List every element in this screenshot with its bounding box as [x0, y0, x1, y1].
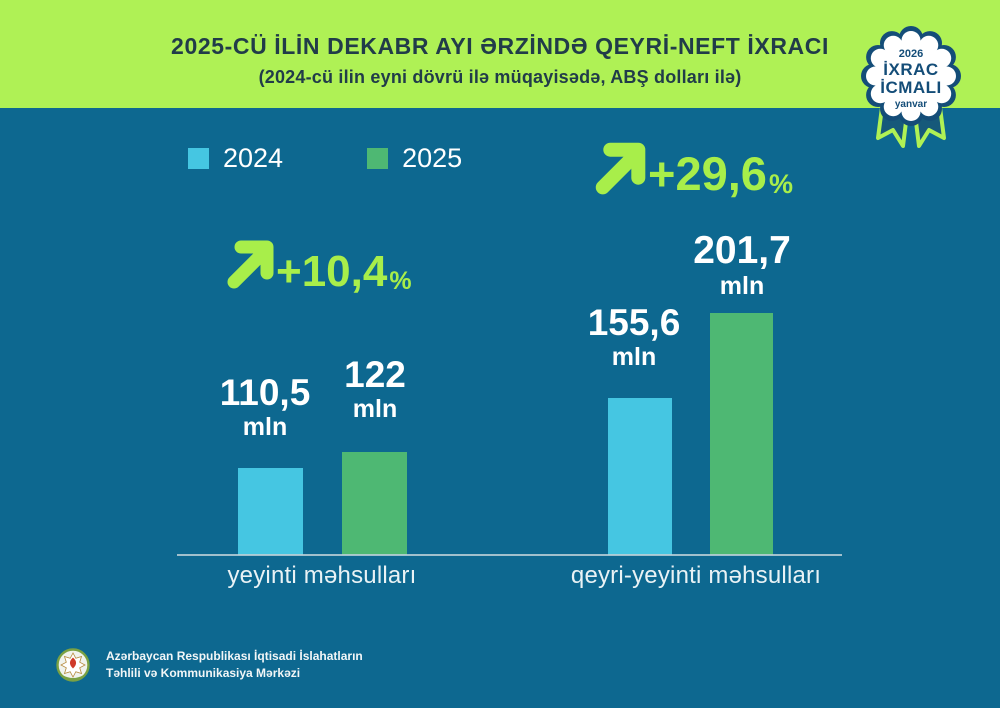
value-number: 201,7 — [693, 229, 791, 272]
growth-callout-nonfood: +29,6 % — [592, 140, 793, 200]
legend-item-2024: 2024 — [188, 143, 283, 174]
legend-label-2025: 2025 — [402, 143, 463, 173]
value-unit: mln — [352, 394, 398, 423]
bar-2025-food — [342, 452, 407, 555]
header-band: 2025-CÜ İLİN DEKABR AYI ƏRZİNDƏ QEYRİ-NE… — [0, 0, 1000, 108]
organization-line2: Təhlili və Kommunikasiya Mərkəzi — [106, 666, 301, 680]
value-number: 110,5 — [219, 372, 311, 413]
legend-swatch-2025 — [367, 148, 389, 169]
page-subtitle: (2024-cü ilin eyni dövrü ilə müqayisədə,… — [258, 67, 742, 87]
up-right-arrow-icon — [227, 240, 274, 289]
growth-value-nonfood: +29,6 — [648, 147, 767, 200]
footer: Azərbaycan Respublikası İqtisadi İslahat… — [52, 644, 363, 686]
value-label-2024-nonfood: 155,6 mln — [569, 302, 699, 372]
growth-callout-food: +10,4 % — [224, 238, 412, 296]
legend-item-2025: 2025 — [367, 143, 462, 174]
chart-legend: 2024 2025 — [188, 143, 462, 174]
bar-2025-nonfood — [710, 313, 773, 555]
value-label-2025-food: 122 mln — [310, 354, 440, 424]
category-label-food: yeyinti məhsulları — [227, 562, 417, 589]
badge-title-line2: İCMALI — [880, 78, 942, 97]
badge-year: 2026 — [898, 48, 924, 60]
value-number: 122 — [344, 354, 406, 395]
value-unit: mln — [719, 271, 765, 300]
value-number: 155,6 — [587, 302, 681, 343]
percent-sign-nonfood: % — [768, 169, 793, 199]
growth-value-food: +10,4 — [276, 247, 388, 296]
edition-badge: 2026 İXRAC İCMALI yanvar — [851, 14, 971, 164]
page-title: 2025-CÜ İLİN DEKABR AYI ƏRZİNDƏ QEYRİ-NE… — [171, 33, 829, 59]
organization-line1: Azərbaycan Respublikası İqtisadi İslahat… — [106, 648, 363, 663]
value-unit: mln — [242, 412, 288, 441]
bar-2024-food — [238, 468, 303, 555]
organization-name: Azərbaycan Respublikası İqtisadi İslahat… — [106, 648, 363, 683]
percent-sign-food: % — [389, 267, 412, 295]
value-unit: mln — [611, 342, 657, 371]
bar-2024-nonfood — [608, 398, 672, 555]
rosette-ribbon-icon — [861, 26, 961, 148]
badge-month: yanvar — [894, 99, 928, 110]
legend-swatch-2024 — [188, 148, 209, 169]
azerbaijan-emblem-icon — [56, 648, 90, 682]
value-label-2024-food: 110,5 mln — [200, 372, 330, 442]
legend-label-2024: 2024 — [223, 143, 284, 173]
category-label-nonfood: qeyri-yeyinti məhsulları — [570, 562, 822, 589]
badge-title-line1: İXRAC — [883, 60, 939, 79]
value-label-2025-nonfood: 201,7 mln — [677, 229, 807, 301]
axis-baseline — [177, 554, 842, 556]
up-right-arrow-icon — [595, 142, 646, 195]
